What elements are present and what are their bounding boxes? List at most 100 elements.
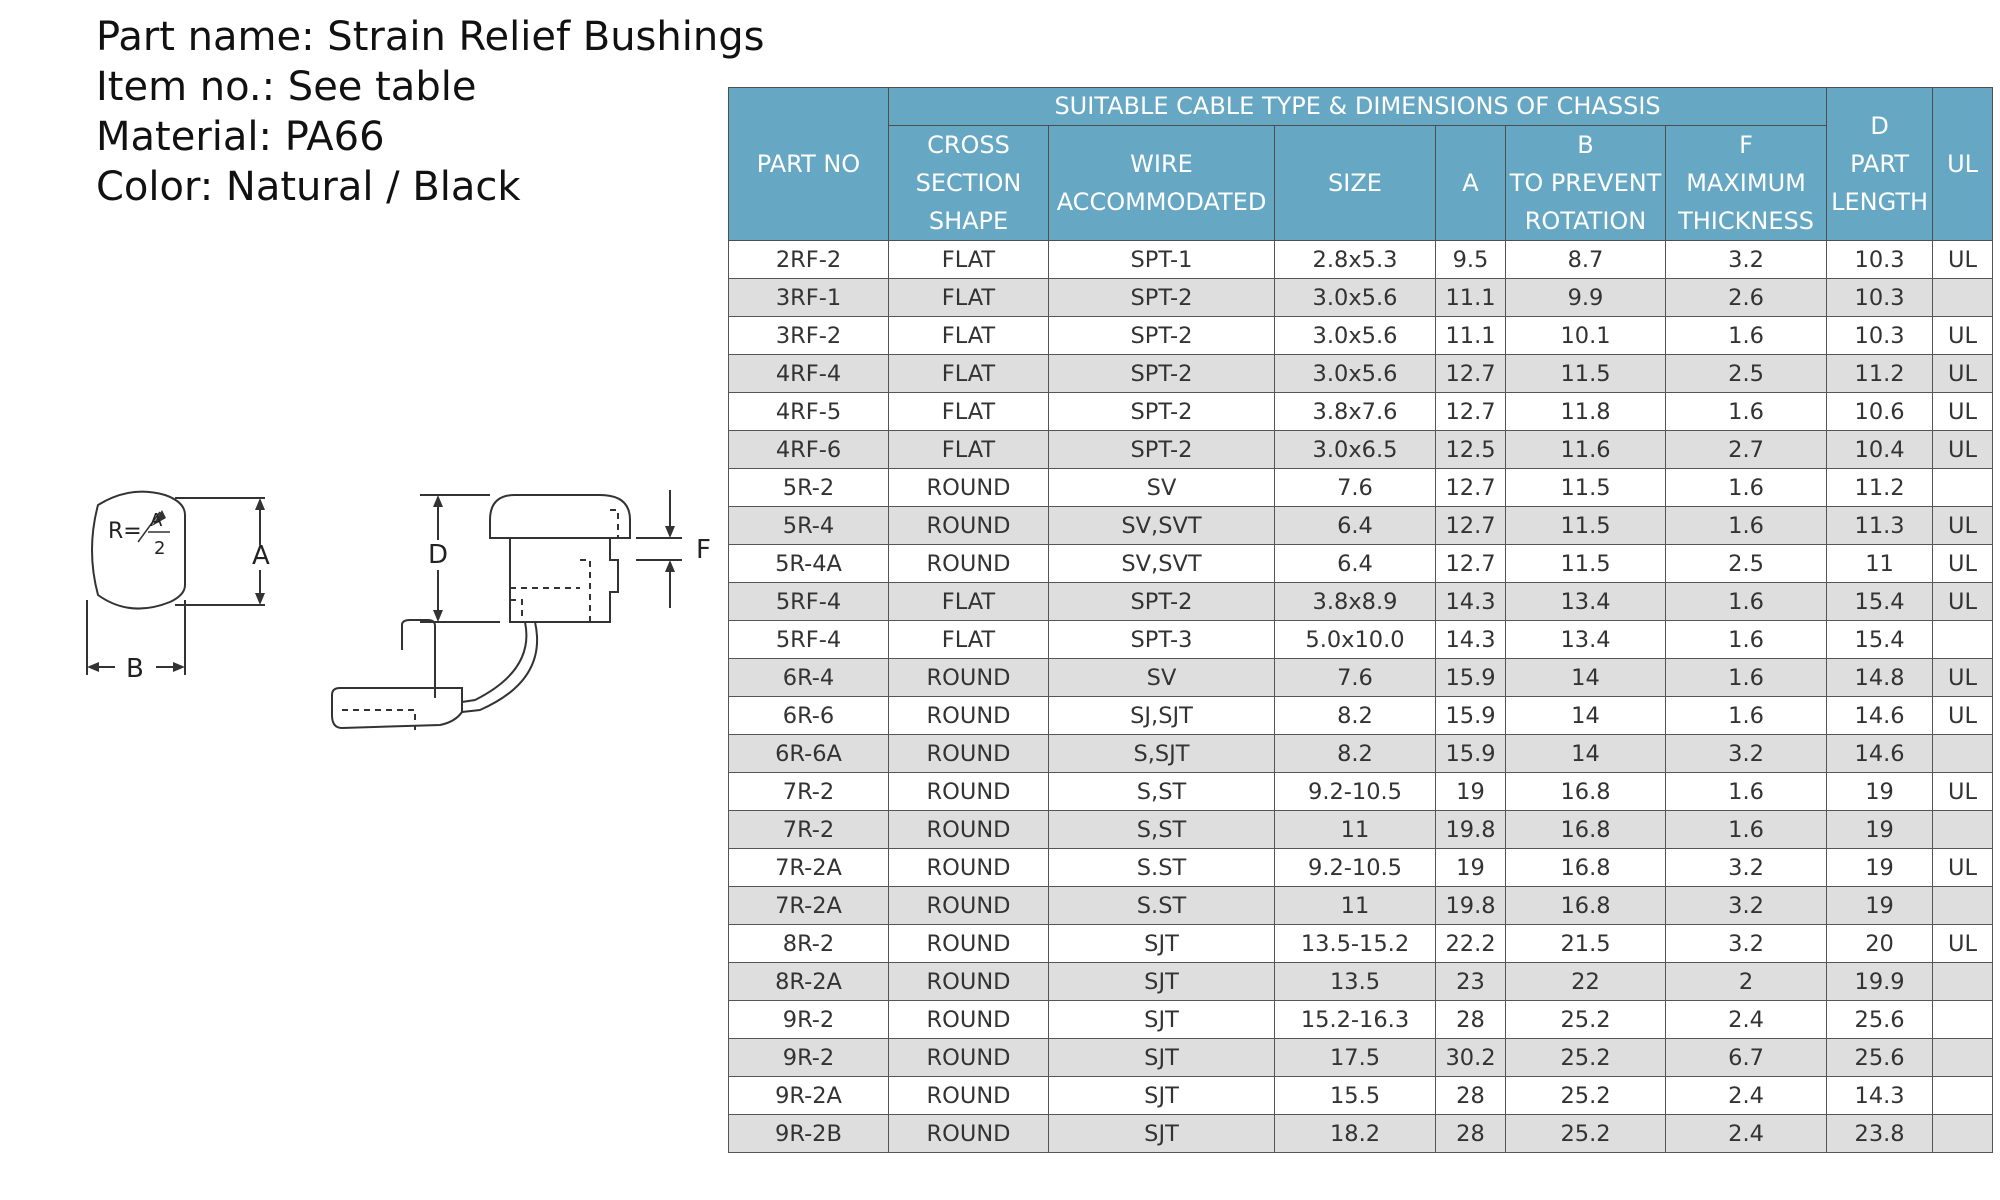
cell-a: 23 bbox=[1435, 962, 1506, 1001]
cell-f: 1.6 bbox=[1664, 772, 1828, 811]
cell-ul: UL bbox=[1932, 772, 1994, 811]
cell-a: 14.3 bbox=[1435, 582, 1506, 621]
cell-wire: SPT-2 bbox=[1048, 316, 1275, 355]
cell-d: 15.4 bbox=[1826, 582, 1934, 621]
cell-f: 1.6 bbox=[1664, 392, 1828, 431]
cell-f: 3.2 bbox=[1664, 924, 1828, 963]
cell-part-no: 8R-2 bbox=[728, 924, 889, 963]
cell-d: 19 bbox=[1826, 886, 1934, 925]
cell-wire: S,SJT bbox=[1048, 734, 1275, 773]
cell-size: 3.0x5.6 bbox=[1274, 278, 1436, 317]
cell-d: 10.3 bbox=[1826, 240, 1934, 279]
bushing-drawing-svg: R= A 2 A B D F bbox=[86, 490, 711, 730]
cell-ul bbox=[1932, 962, 1994, 1001]
col-header-f-line3: THICKNESS bbox=[1678, 207, 1814, 235]
cell-wire: SPT-2 bbox=[1048, 354, 1275, 393]
cell-ul: UL bbox=[1932, 544, 1994, 583]
cell-size: 6.4 bbox=[1274, 506, 1436, 545]
cell-size: 3.0x6.5 bbox=[1274, 430, 1436, 469]
cell-d: 10.4 bbox=[1826, 430, 1934, 469]
dimension-f-label: F bbox=[696, 535, 711, 565]
cell-f: 3.2 bbox=[1664, 848, 1828, 887]
cell-b: 11.6 bbox=[1505, 430, 1666, 469]
cell-part-no: 9R-2B bbox=[728, 1114, 889, 1153]
cell-wire: SV bbox=[1048, 658, 1275, 697]
cell-b: 13.4 bbox=[1505, 582, 1666, 621]
cell-b: 25.2 bbox=[1505, 1038, 1666, 1077]
cell-a: 15.9 bbox=[1435, 658, 1506, 697]
cell-f: 3.2 bbox=[1664, 734, 1828, 773]
cell-part-no: 5RF-4 bbox=[728, 582, 889, 621]
cell-ul: UL bbox=[1932, 392, 1994, 431]
table-row: 9R-2A ROUND SJT 15.5 28 25.2 2.4 14.3 bbox=[728, 1076, 1994, 1115]
table-row: 8R-2A ROUND SJT 13.5 23 22 2 19.9 bbox=[728, 962, 1994, 1001]
cell-a: 12.7 bbox=[1435, 506, 1506, 545]
cell-wire: S,ST bbox=[1048, 810, 1275, 849]
cell-wire: SJ,SJT bbox=[1048, 696, 1275, 735]
col-header-b-line2: TO PREVENT bbox=[1509, 169, 1662, 197]
cell-part-no: 3RF-2 bbox=[728, 316, 889, 355]
table-row: 9R-2 ROUND SJT 17.5 30.2 25.2 6.7 25.6 bbox=[728, 1038, 1994, 1077]
cell-size: 15.2-16.3 bbox=[1274, 1000, 1436, 1039]
cell-wire: SPT-2 bbox=[1048, 392, 1275, 431]
col-header-wire-line1: WIRE bbox=[1130, 150, 1193, 178]
cell-a: 12.7 bbox=[1435, 354, 1506, 393]
table-row: 5RF-4 FLAT SPT-2 3.8x8.9 14.3 13.4 1.6 15.4 UL bbox=[728, 582, 1994, 621]
table-row: 5R-4 ROUND SV,SVT 6.4 12.7 11.5 1.6 11.3 UL bbox=[728, 506, 1994, 545]
cell-f: 1.6 bbox=[1664, 620, 1828, 659]
col-header-d-line1: D bbox=[1870, 112, 1889, 140]
cell-size: 6.4 bbox=[1274, 544, 1436, 583]
cell-cross-section: ROUND bbox=[888, 924, 1049, 963]
cell-b: 10.1 bbox=[1505, 316, 1666, 355]
table-row: 7R-2A ROUND S.ST 9.2-10.5 19 16.8 3.2 19 UL bbox=[728, 848, 1994, 887]
cell-size: 11 bbox=[1274, 886, 1436, 925]
cell-f: 6.7 bbox=[1664, 1038, 1828, 1077]
table-row: 8R-2 ROUND SJT 13.5-15.2 22.2 21.5 3.2 20 UL bbox=[728, 924, 1994, 963]
cell-wire: SPT-2 bbox=[1048, 582, 1275, 621]
col-header-f-line2: MAXIMUM bbox=[1686, 169, 1806, 197]
cell-f: 1.6 bbox=[1664, 696, 1828, 735]
cell-part-no: 4RF-6 bbox=[728, 430, 889, 469]
dimension-b-label: B bbox=[126, 654, 144, 684]
cell-size: 3.8x7.6 bbox=[1274, 392, 1436, 431]
table-row: 2RF-2 FLAT SPT-1 2.8x5.3 9.5 8.7 3.2 10.3 UL bbox=[728, 240, 1994, 279]
header-row-columns: CROSS SECTION SHAPE WIRE ACCOMMODATED SI… bbox=[729, 125, 1993, 241]
cell-b: 22 bbox=[1505, 962, 1666, 1001]
cell-b: 14 bbox=[1505, 696, 1666, 735]
cell-d: 14.3 bbox=[1826, 1076, 1934, 1115]
cell-cross-section: ROUND bbox=[888, 1114, 1049, 1153]
part-info-header: Part name: Strain Relief Bushings Item n… bbox=[96, 12, 764, 212]
cell-ul bbox=[1932, 620, 1994, 659]
table-row: 7R-2 ROUND S,ST 11 19.8 16.8 1.6 19 bbox=[728, 810, 1994, 849]
cell-part-no: 9R-2A bbox=[728, 1076, 889, 1115]
cell-ul: UL bbox=[1932, 354, 1994, 393]
cell-cross-section: FLAT bbox=[888, 316, 1049, 355]
cell-ul: UL bbox=[1932, 316, 1994, 355]
col-header-b: B TO PREVENT ROTATION bbox=[1505, 125, 1666, 241]
col-header-ul: UL bbox=[1932, 87, 1994, 241]
table-row: 4RF-4 FLAT SPT-2 3.0x5.6 12.7 11.5 2.5 11.2 UL bbox=[728, 354, 1994, 393]
cell-part-no: 6R-6A bbox=[728, 734, 889, 773]
cell-size: 9.2-10.5 bbox=[1274, 848, 1436, 887]
cell-size: 15.5 bbox=[1274, 1076, 1436, 1115]
cell-cross-section: ROUND bbox=[888, 772, 1049, 811]
col-header-b-line1: B bbox=[1577, 131, 1594, 159]
cell-size: 3.0x5.6 bbox=[1274, 316, 1436, 355]
table-row: 9R-2B ROUND SJT 18.2 28 25.2 2.4 23.8 bbox=[728, 1114, 1994, 1153]
bushing-head bbox=[489, 494, 631, 539]
cell-b: 13.4 bbox=[1505, 620, 1666, 659]
col-header-d-line2: PART bbox=[1850, 150, 1910, 178]
col-header-f-line1: F bbox=[1739, 131, 1753, 159]
cell-b: 25.2 bbox=[1505, 1114, 1666, 1153]
cell-wire: SJT bbox=[1048, 962, 1275, 1001]
cell-ul bbox=[1932, 468, 1994, 507]
table-body: 2RF-2 FLAT SPT-1 2.8x5.3 9.5 8.7 3.2 10.3 UL 3RF-… bbox=[728, 240, 1994, 1153]
cell-d: 14.6 bbox=[1826, 696, 1934, 735]
cell-cross-section: ROUND bbox=[888, 734, 1049, 773]
col-header-a: A bbox=[1435, 125, 1506, 241]
cell-size: 2.8x5.3 bbox=[1274, 240, 1436, 279]
cell-b: 11.5 bbox=[1505, 354, 1666, 393]
cell-d: 11.2 bbox=[1826, 354, 1934, 393]
cell-f: 3.2 bbox=[1664, 240, 1828, 279]
material-text: Material: PA66 bbox=[96, 114, 385, 160]
